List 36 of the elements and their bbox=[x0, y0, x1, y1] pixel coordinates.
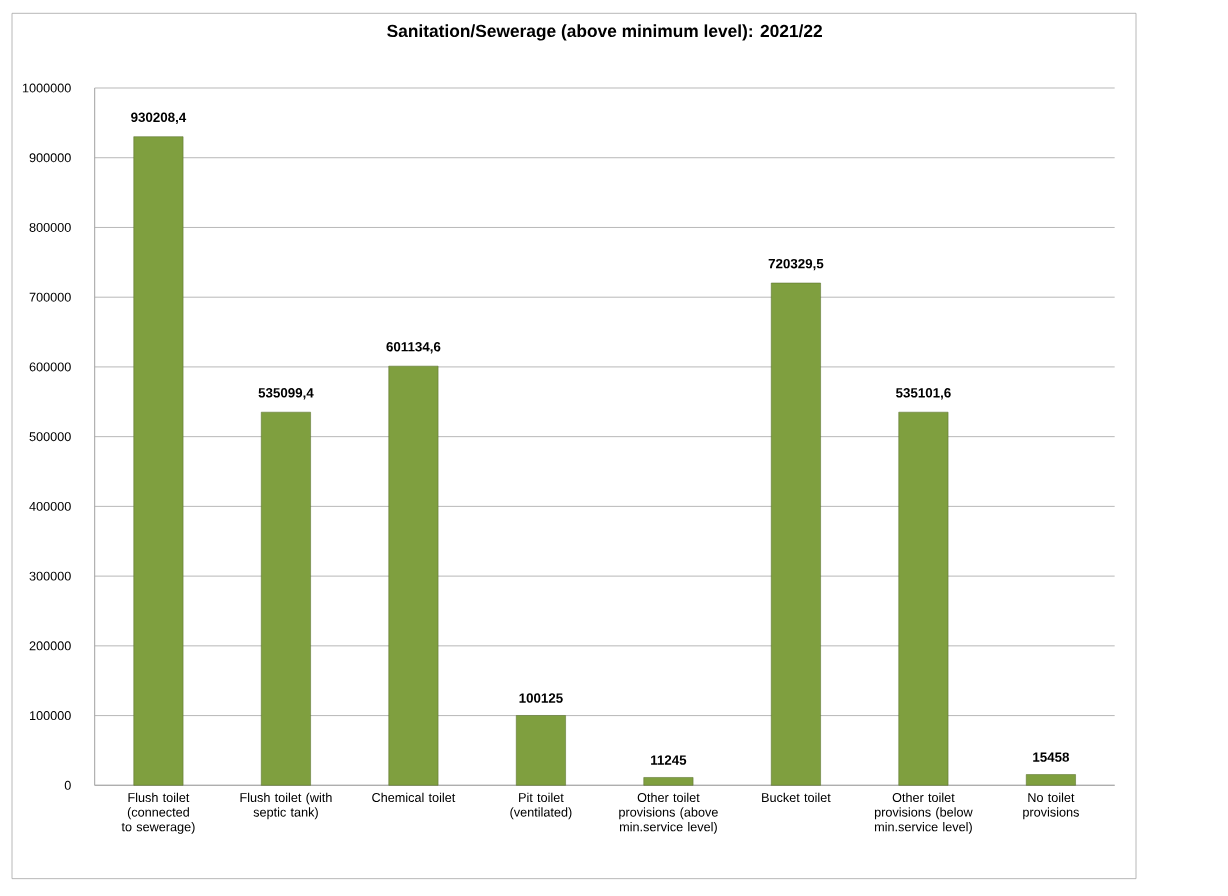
y-tick-label: 600000 bbox=[29, 362, 71, 372]
data-label: 535101,6 bbox=[896, 388, 951, 400]
x-tick-label: Flush toilet (connected to sewerage) bbox=[121, 792, 195, 834]
x-tick-label: Pit toilet (ventilated) bbox=[510, 792, 572, 820]
x-tick-label: Chemical toilet bbox=[372, 792, 456, 802]
y-tick-label: 100000 bbox=[29, 711, 71, 721]
x-tick-label: Flush toilet (with septic tank) bbox=[240, 792, 332, 820]
bar bbox=[643, 777, 694, 786]
data-label: 535099,4 bbox=[258, 388, 314, 400]
bar bbox=[515, 715, 566, 786]
y-tick-label: 700000 bbox=[29, 292, 71, 302]
y-tick-label: 0 bbox=[64, 780, 71, 790]
y-tick-label: 800000 bbox=[29, 222, 71, 232]
data-label: 100125 bbox=[519, 693, 563, 703]
data-label: 15458 bbox=[1033, 752, 1070, 762]
data-label: 930208,4 bbox=[131, 112, 187, 124]
y-tick-label: 1000000 bbox=[22, 83, 71, 93]
bar bbox=[260, 411, 311, 786]
bar bbox=[770, 282, 821, 786]
x-tick-label: Other toilet provisions (below min.service level) bbox=[874, 792, 973, 834]
bar bbox=[388, 365, 439, 786]
bar bbox=[133, 136, 184, 786]
data-label: 601134,6 bbox=[386, 342, 441, 354]
bar bbox=[898, 411, 949, 786]
data-label: 720329,5 bbox=[768, 258, 824, 271]
x-tick-label: Other toilet provisions (above min.service level) bbox=[619, 792, 718, 834]
data-label: 11245 bbox=[651, 755, 687, 765]
x-tick-label: No toilet provisions bbox=[1023, 792, 1079, 820]
x-tick-label: Bucket toilet bbox=[762, 792, 831, 802]
y-tick-label: 500000 bbox=[29, 432, 71, 442]
y-tick-label: 900000 bbox=[29, 153, 71, 163]
y-tick-label: 400000 bbox=[29, 501, 71, 511]
bar bbox=[1025, 774, 1076, 786]
chart-title: Sanitation/Sewerage (above minimum level): 2021/22 bbox=[387, 24, 822, 41]
y-tick-label: 200000 bbox=[29, 641, 71, 651]
y-tick-label: 300000 bbox=[29, 571, 71, 581]
